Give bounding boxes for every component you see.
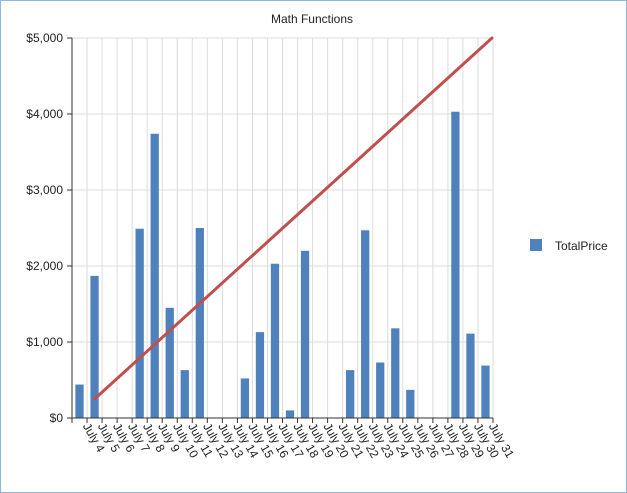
bar — [346, 370, 355, 418]
bar — [270, 263, 280, 418]
bar — [300, 250, 310, 418]
bar — [391, 328, 400, 418]
bar — [180, 370, 189, 418]
y-tick-label: $3,000 — [26, 183, 63, 197]
y-tick-label: $2,000 — [26, 259, 63, 273]
legend-swatch — [530, 239, 542, 251]
bar — [165, 307, 174, 418]
y-tick-labels: $0 $1,000 $2,000 $3,000 $4,000 $5,000 — [26, 31, 63, 425]
y-tick-label: $5,000 — [26, 31, 63, 45]
bar — [451, 111, 460, 418]
bar — [135, 228, 144, 418]
overlay-line — [93, 36, 494, 401]
overlay — [93, 36, 494, 401]
chart-title: Math Functions — [271, 12, 353, 26]
y-tick-label: $1,000 — [26, 335, 63, 349]
legend-label: TotalPrice — [555, 239, 608, 253]
y-tick-label: $0 — [50, 411, 64, 425]
bar — [285, 410, 295, 418]
bar — [195, 228, 204, 418]
y-tick-label: $4,000 — [26, 107, 63, 121]
bar — [481, 365, 490, 418]
axes — [67, 37, 494, 423]
bar — [240, 378, 250, 418]
legend: TotalPrice — [530, 239, 608, 253]
bar — [255, 332, 265, 418]
bar — [376, 362, 385, 418]
bar — [406, 389, 415, 418]
bar — [150, 133, 159, 418]
bar — [466, 333, 475, 418]
bars — [75, 111, 490, 418]
bar — [90, 275, 99, 418]
bar — [75, 384, 84, 418]
bar — [361, 230, 370, 418]
